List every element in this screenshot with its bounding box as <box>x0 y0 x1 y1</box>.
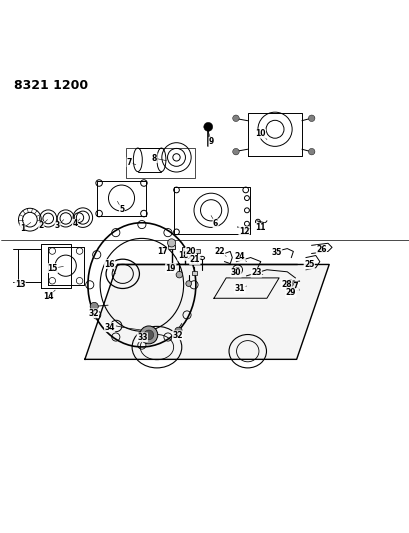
Text: 25: 25 <box>303 260 314 269</box>
Circle shape <box>185 281 191 286</box>
Circle shape <box>232 115 238 122</box>
Text: 4: 4 <box>72 219 78 228</box>
Text: 22: 22 <box>214 247 225 256</box>
Text: 32: 32 <box>88 309 99 318</box>
Bar <box>191 271 196 274</box>
Text: 1: 1 <box>20 224 25 233</box>
Text: 5: 5 <box>119 205 124 214</box>
Text: 24: 24 <box>234 252 245 261</box>
Text: 28: 28 <box>281 280 292 289</box>
Bar <box>125 148 194 177</box>
Bar <box>193 248 199 253</box>
Text: 19: 19 <box>165 264 175 272</box>
Text: 21: 21 <box>189 255 200 264</box>
Circle shape <box>308 115 314 122</box>
Text: 9: 9 <box>208 138 213 147</box>
Text: 34: 34 <box>104 322 115 332</box>
Text: 3: 3 <box>55 221 60 230</box>
Circle shape <box>203 123 212 131</box>
Bar <box>168 245 175 249</box>
Circle shape <box>90 302 98 311</box>
Text: 2: 2 <box>38 221 44 230</box>
Circle shape <box>167 239 175 247</box>
Text: 30: 30 <box>230 268 240 277</box>
Text: 17: 17 <box>157 247 168 256</box>
Text: 29: 29 <box>285 288 295 297</box>
Bar <box>181 247 187 251</box>
Circle shape <box>232 148 238 155</box>
Text: 8: 8 <box>151 154 157 163</box>
Circle shape <box>234 268 239 272</box>
Text: 10: 10 <box>254 129 265 138</box>
Text: 32: 32 <box>172 331 182 340</box>
Text: 15: 15 <box>47 264 58 272</box>
Circle shape <box>139 326 157 344</box>
Circle shape <box>144 330 153 340</box>
Polygon shape <box>85 264 328 359</box>
Text: 27: 27 <box>288 282 298 291</box>
Circle shape <box>175 271 182 278</box>
Text: 18: 18 <box>177 252 188 261</box>
Text: 13: 13 <box>15 280 25 289</box>
Text: 16: 16 <box>104 260 115 269</box>
Text: 35: 35 <box>271 248 281 257</box>
Text: 23: 23 <box>250 268 261 277</box>
Text: 26: 26 <box>315 245 326 254</box>
Circle shape <box>291 281 295 286</box>
Circle shape <box>308 148 314 155</box>
Text: 8321 1200: 8321 1200 <box>13 79 88 92</box>
Text: 7: 7 <box>127 158 132 167</box>
Text: 33: 33 <box>137 333 147 342</box>
Text: 6: 6 <box>212 219 218 228</box>
Text: 31: 31 <box>234 285 245 293</box>
Text: 14: 14 <box>43 292 54 301</box>
Text: 20: 20 <box>185 247 196 256</box>
Circle shape <box>175 327 182 335</box>
Text: 12: 12 <box>238 227 249 236</box>
Text: 11: 11 <box>254 223 265 232</box>
